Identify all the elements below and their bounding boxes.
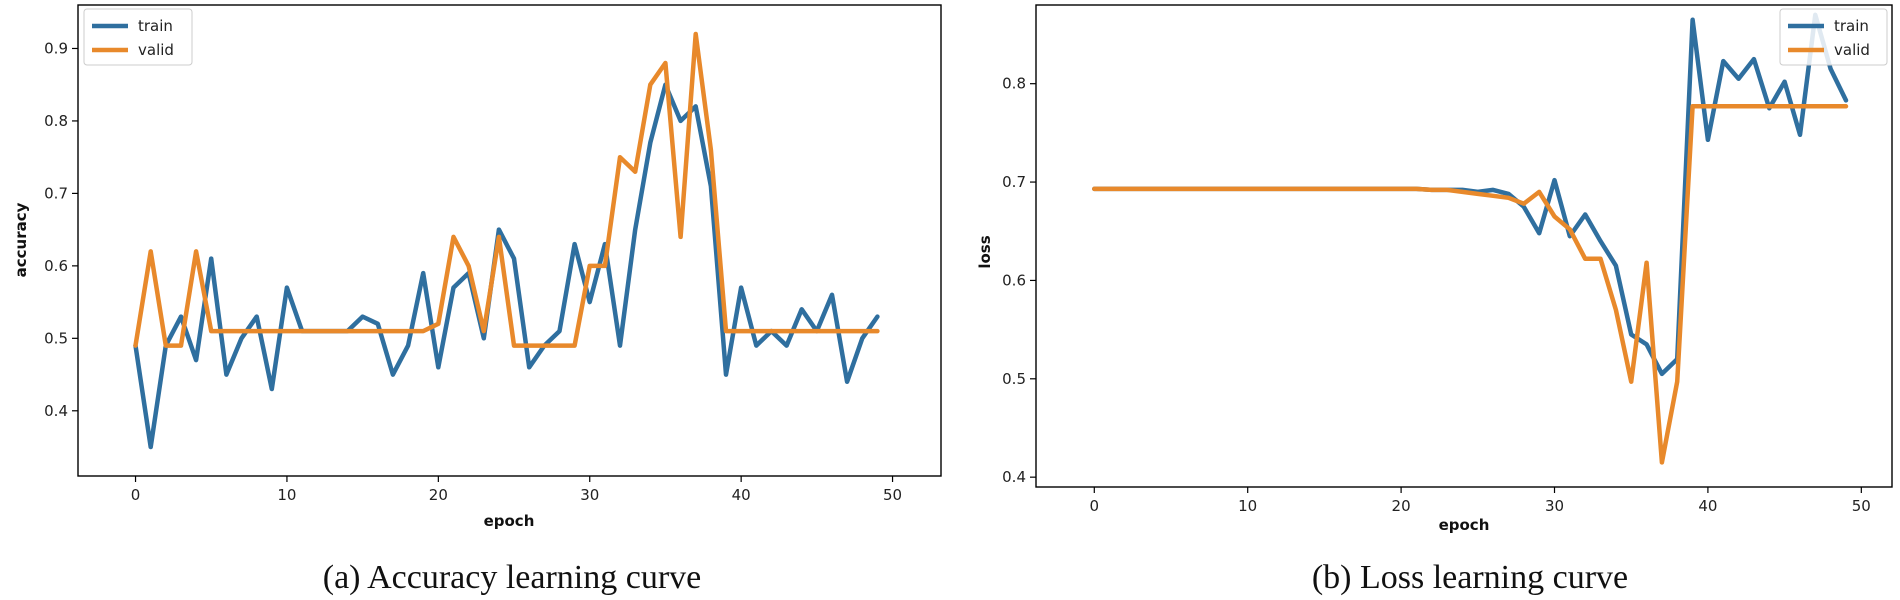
loss-x-tick-label: 40 <box>1698 497 1717 515</box>
accuracy-y-tick-label: 0.8 <box>44 112 68 130</box>
accuracy-x-tick-label: 0 <box>131 486 141 504</box>
accuracy-x-tick-label: 30 <box>580 486 599 504</box>
accuracy-y-tick-label: 0.6 <box>44 257 68 275</box>
accuracy-y-tick-label: 0.7 <box>44 184 68 202</box>
accuracy-y-tick-label: 0.4 <box>44 402 68 420</box>
loss-chart: 0 10 20 30 40 50 0.4 0.5 0.6 0.7 0.8 epoch loss tr… <box>976 4 1893 596</box>
accuracy-y-tick-label: 0.9 <box>44 39 68 57</box>
loss-caption: (b) Loss learning curve <box>1312 559 1628 596</box>
accuracy-x-tick-label: 20 <box>429 486 448 504</box>
accuracy-ticks: 0 10 20 30 40 50 0.4 0.5 0.6 0.7 0.8 0.9 <box>44 39 902 504</box>
accuracy-legend-valid-label: valid <box>138 41 174 59</box>
accuracy-y-tick-label: 0.5 <box>44 329 68 347</box>
accuracy-chart: 0 10 20 30 40 50 0.4 0.5 0.6 0.7 0.8 0.9 epoch accu… <box>12 4 942 596</box>
accuracy-caption: (a) Accuracy learning curve <box>323 559 702 596</box>
accuracy-legend: train valid <box>83 8 193 66</box>
loss-x-tick-label: 10 <box>1238 497 1257 515</box>
loss-legend-train-label: train <box>1834 17 1869 35</box>
loss-ticks: 0 10 20 30 40 50 0.4 0.5 0.6 0.7 0.8 <box>1002 75 1871 515</box>
loss-y-tick-label: 0.8 <box>1002 75 1026 93</box>
accuracy-plot-frame <box>77 4 942 477</box>
accuracy-series-valid-line <box>133 31 880 348</box>
loss-x-tick-label: 30 <box>1545 497 1564 515</box>
loss-legend-valid-label: valid <box>1834 41 1870 59</box>
loss-legend: train valid <box>1779 8 1888 66</box>
loss-plot-frame <box>1035 4 1893 488</box>
accuracy-plot-lines <box>133 31 880 450</box>
loss-x-tick-label: 50 <box>1852 497 1871 515</box>
loss-x-axis-label: epoch <box>1439 516 1490 534</box>
loss-plot-lines <box>1092 12 1849 465</box>
accuracy-x-axis-label: epoch <box>484 512 535 530</box>
loss-y-tick-label: 0.6 <box>1002 271 1026 289</box>
loss-y-tick-label: 0.4 <box>1002 468 1026 486</box>
accuracy-x-tick-label: 50 <box>883 486 902 504</box>
loss-y-tick-label: 0.7 <box>1002 173 1026 191</box>
accuracy-series-train-line <box>133 82 880 450</box>
accuracy-legend-train-label: train <box>138 17 173 35</box>
accuracy-y-axis-label: accuracy <box>12 202 30 277</box>
loss-y-tick-label: 0.5 <box>1002 370 1026 388</box>
loss-series-valid-line <box>1092 104 1849 465</box>
loss-x-tick-label: 20 <box>1392 497 1411 515</box>
loss-y-axis-label: loss <box>976 235 994 268</box>
loss-x-tick-label: 0 <box>1090 497 1100 515</box>
accuracy-x-tick-label: 10 <box>277 486 296 504</box>
accuracy-x-tick-label: 40 <box>732 486 751 504</box>
